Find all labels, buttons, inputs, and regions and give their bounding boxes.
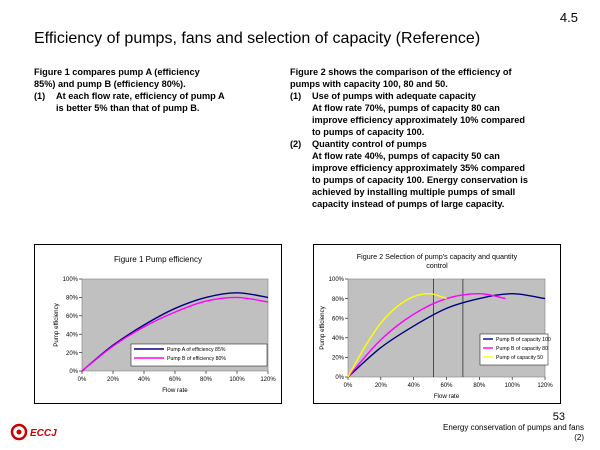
x-tick-label: 40% <box>138 377 151 383</box>
series-line <box>347 292 447 378</box>
x-tick-label: 0% <box>344 383 353 389</box>
x-tick-label: 40% <box>408 383 421 389</box>
y-tick-label: 100% <box>329 277 345 283</box>
y-tick-label: 60% <box>66 314 79 320</box>
legend-label: Pump of capacity 50 <box>496 355 543 361</box>
left-list-item: (1) At each flow rate, efficiency of pump… <box>34 90 274 102</box>
legend-label: Pump A of efficiency 85% <box>167 347 226 353</box>
x-tick-label: 60% <box>169 377 182 383</box>
x-axis-label: Flow rate <box>434 393 460 400</box>
list-heading: Quantity control of pumps <box>312 139 427 149</box>
eccj-logo: ECCJ <box>10 422 70 447</box>
y-tick-label: 0% <box>335 375 344 381</box>
list-number: (1) <box>290 91 302 101</box>
y-tick-label: 20% <box>332 356 345 362</box>
right-list-item: (1) Use of pumps with adequate capacity <box>290 90 590 102</box>
figure2-chart: Figure 2 Selection of pump's capacity an… <box>313 244 561 404</box>
x-tick-label: 100% <box>504 383 520 389</box>
right-text-line: achieved by installing multiple pumps of… <box>312 187 516 197</box>
right-text-line: improve efficiency approximately 10% com… <box>312 115 525 125</box>
list-number: (2) <box>290 139 302 149</box>
series-line <box>347 292 506 378</box>
x-tick-label: 80% <box>200 377 213 383</box>
left-text-line: 85%) and pump B (efficiency 80%). <box>34 79 186 89</box>
list-text: At each flow rate, efficiency of pump A <box>56 91 225 101</box>
x-tick-label: 0% <box>78 377 87 383</box>
x-tick-label: 120% <box>537 383 553 389</box>
x-tick-label: 20% <box>107 377 120 383</box>
footer-line: (2) <box>574 433 584 442</box>
right-text-line: improve efficiency approximately 35% com… <box>312 163 525 173</box>
legend-label: Pump B of capacity 80 <box>496 346 548 352</box>
y-tick-label: 40% <box>332 336 345 342</box>
right-text-line: At flow rate 70%, pumps of capacity 80 c… <box>312 103 500 113</box>
y-tick-label: 60% <box>332 316 345 322</box>
right-text-line: pumps with capacity 100, 80 and 50. <box>290 79 448 89</box>
list-heading: Use of pumps with adequate capacity <box>312 91 476 101</box>
x-tick-label: 120% <box>260 377 276 383</box>
y-axis-label: Pump efficiency <box>319 305 326 349</box>
footer-line: Energy conservation of pumps and fans <box>443 423 584 432</box>
page-title: Efficiency of pumps, fans and selection … <box>34 30 481 47</box>
series-line <box>81 296 269 372</box>
list-number: (1) <box>34 91 46 101</box>
left-text-line: is better 5% than that of pump B. <box>56 103 200 113</box>
left-text-block: Figure 1 compares pump A (efficiency 85%… <box>34 66 274 114</box>
right-text-block: Figure 2 shows the comparison of the eff… <box>290 66 590 210</box>
right-text-line: to pumps of capacity 100. <box>312 127 425 137</box>
y-tick-label: 80% <box>332 297 345 303</box>
right-text-line: At flow rate 40%, pumps of capacity 50 c… <box>312 151 500 161</box>
right-text-line: Figure 2 shows the comparison of the eff… <box>290 67 512 77</box>
legend-label: Pump B of capacity 100 <box>496 337 551 343</box>
chart-title: Figure 2 Selection of pump's capacity an… <box>356 252 518 270</box>
y-tick-label: 100% <box>63 277 79 283</box>
figure1-chart: Figure 1 Pump efficiency 0% 20% 40% 60% 80% 1… <box>34 244 282 404</box>
chart-title: Figure 1 Pump efficiency <box>114 255 202 264</box>
x-tick-label: 100% <box>229 377 245 383</box>
series-line <box>81 292 269 372</box>
footer-text: Energy conservation of pumps and fans (2… <box>443 423 584 443</box>
x-tick-label: 60% <box>440 383 453 389</box>
y-tick-label: 20% <box>66 351 79 357</box>
y-axis-label: Pump efficiency <box>53 302 60 346</box>
right-text-line: capacity instead of pumps of large capac… <box>312 199 505 209</box>
left-text-line: Figure 1 compares pump A (efficiency <box>34 67 200 77</box>
series-line <box>347 292 546 378</box>
right-text-line: to pumps of capacity 100. Energy conserv… <box>312 175 528 185</box>
legend-label: Pump B of efficiency 80% <box>167 356 226 362</box>
figure2-plot: 0% 20% 40% 60% 80% 100% 0% 20% 40% 60% 80% 100% 120%… <box>319 277 553 400</box>
footer-page-number: 53 <box>552 411 565 423</box>
figure1-plot: 0% 20% 40% 60% 80% 100% 0% 20% 40% 60% 80% 100% 120%… <box>53 277 276 394</box>
legend <box>130 343 268 367</box>
logo-text: ECCJ <box>30 428 57 439</box>
y-tick-label: 80% <box>66 296 79 302</box>
x-tick-label: 80% <box>473 383 486 389</box>
slide-number: 4.5 <box>559 10 578 25</box>
x-axis-label: Flow rate <box>162 387 188 394</box>
y-tick-label: 0% <box>69 369 78 375</box>
y-tick-label: 40% <box>66 332 79 338</box>
right-list-item: (2) Quantity control of pumps <box>290 138 590 150</box>
x-tick-label: 20% <box>375 383 388 389</box>
